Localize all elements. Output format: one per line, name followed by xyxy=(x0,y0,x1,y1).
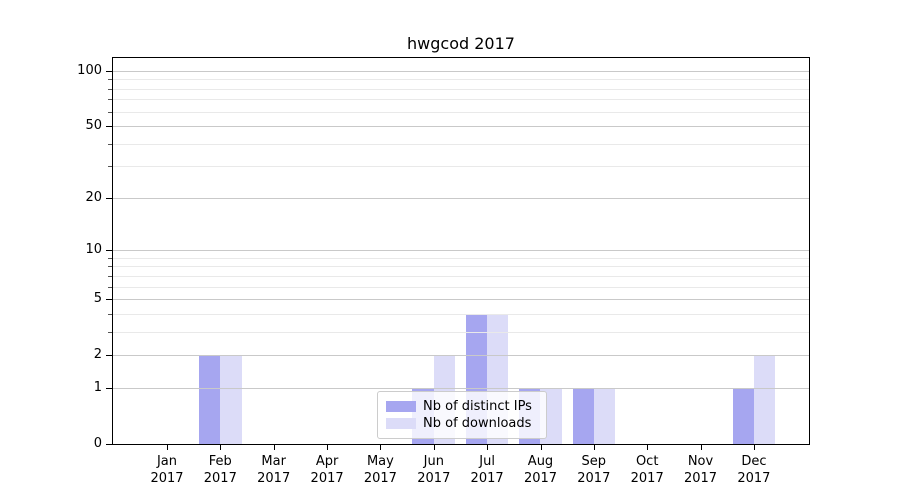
gridline-major xyxy=(113,388,809,389)
y-tick-label: 2 xyxy=(93,347,102,363)
y-minor-tick-mark xyxy=(108,266,112,268)
gridline-major xyxy=(113,355,809,357)
y-minor-tick-mark xyxy=(108,88,112,90)
gridline-minor xyxy=(113,166,809,168)
bar-distinct-ips-dec xyxy=(732,388,754,444)
y-minor-tick-mark xyxy=(108,313,112,315)
x-tick-mark xyxy=(700,445,702,450)
x-tick-label-aug: Aug 2017 xyxy=(523,454,558,486)
y-tick-mark xyxy=(106,197,112,199)
x-tick-mark xyxy=(167,445,168,450)
x-tick-label-nov: Nov 2017 xyxy=(683,454,718,486)
x-tick-label-may: May 2017 xyxy=(363,454,397,486)
y-minor-tick-mark xyxy=(108,166,112,168)
bar-distinct-ips-feb xyxy=(199,355,221,444)
y-tick-mark xyxy=(106,299,112,301)
x-tick-label-oct: Oct 2017 xyxy=(630,454,664,486)
y-tick-mark xyxy=(106,388,112,389)
y-tick-label: 5 xyxy=(93,291,102,307)
gridline-major xyxy=(113,70,809,72)
x-tick-mark xyxy=(540,445,542,450)
y-tick-label: 50 xyxy=(85,118,102,134)
x-tick-label-feb: Feb 2017 xyxy=(203,454,237,486)
legend-item-distinct-ips: Nb of distinct IPs xyxy=(386,398,537,415)
x-tick-mark xyxy=(433,445,435,450)
gridline-minor xyxy=(113,313,809,315)
x-tick-mark xyxy=(593,445,595,450)
bar-downloads-sep xyxy=(593,388,616,444)
x-tick-mark xyxy=(647,445,649,450)
legend-label-downloads: Nb of downloads xyxy=(423,416,532,431)
x-tick-mark xyxy=(753,445,755,450)
gridline-minor xyxy=(113,143,809,145)
x-tick-mark xyxy=(380,445,382,450)
y-minor-tick-mark xyxy=(108,331,112,333)
gridline-minor xyxy=(113,88,809,90)
y-minor-tick-mark xyxy=(108,143,112,145)
y-tick-label: 100 xyxy=(77,62,102,78)
gridline-major xyxy=(113,126,809,128)
gridline-major xyxy=(113,197,809,199)
bar-distinct-ips-sep xyxy=(572,388,594,444)
gridline-minor xyxy=(113,275,809,277)
x-tick-label-apr: Apr 2017 xyxy=(310,454,344,486)
y-minor-tick-mark xyxy=(108,111,112,113)
x-tick-label-sep: Sep 2017 xyxy=(577,454,611,486)
gridline-major xyxy=(113,250,809,252)
y-tick-mark xyxy=(106,126,112,128)
y-minor-tick-mark xyxy=(108,79,112,81)
x-tick-label-jan: Jan 2017 xyxy=(150,454,184,486)
y-tick-label: 20 xyxy=(85,189,102,205)
legend-label-distinct-ips: Nb of distinct IPs xyxy=(423,399,532,414)
gridline-minor xyxy=(113,286,809,288)
y-tick-mark xyxy=(106,355,112,357)
x-tick-label-jun: Jun 2017 xyxy=(417,454,451,486)
gridline-minor xyxy=(113,99,809,101)
bar-downloads-feb xyxy=(220,355,242,444)
legend: Nb of distinct IPs Nb of downloads xyxy=(377,391,547,439)
legend-item-downloads: Nb of downloads xyxy=(386,415,537,432)
chart-title: hwgcod 2017 xyxy=(407,34,515,53)
y-tick-label: 10 xyxy=(85,242,102,258)
y-tick-mark xyxy=(106,70,112,72)
gridline-major xyxy=(113,299,809,301)
gridline-minor xyxy=(113,111,809,113)
y-tick-label: 1 xyxy=(93,380,102,395)
legend-swatch-distinct-ips-icon xyxy=(386,401,416,412)
y-minor-tick-mark xyxy=(108,286,112,288)
y-minor-tick-mark xyxy=(108,99,112,101)
y-tick-label: 0 xyxy=(93,436,102,451)
x-tick-label-jul: Jul 2017 xyxy=(470,454,504,486)
gridline-minor xyxy=(113,331,809,333)
x-tick-label-dec: Dec 2017 xyxy=(737,454,771,486)
y-minor-tick-mark xyxy=(108,275,112,277)
plot-area: Nb of distinct IPs Nb of downloads xyxy=(112,57,810,445)
y-minor-tick-mark xyxy=(108,257,112,259)
gridline-minor xyxy=(113,257,809,259)
x-tick-mark xyxy=(487,445,489,450)
gridline-minor xyxy=(113,266,809,268)
x-tick-mark xyxy=(220,445,222,450)
y-tick-mark xyxy=(106,250,112,252)
x-tick-mark xyxy=(327,445,329,450)
bar-downloads-dec xyxy=(753,355,776,444)
y-tick-mark xyxy=(106,444,112,445)
gridline-minor xyxy=(113,79,809,81)
x-tick-mark xyxy=(273,445,275,450)
legend-swatch-downloads-icon xyxy=(386,418,416,429)
x-tick-label-mar: Mar 2017 xyxy=(257,454,291,486)
